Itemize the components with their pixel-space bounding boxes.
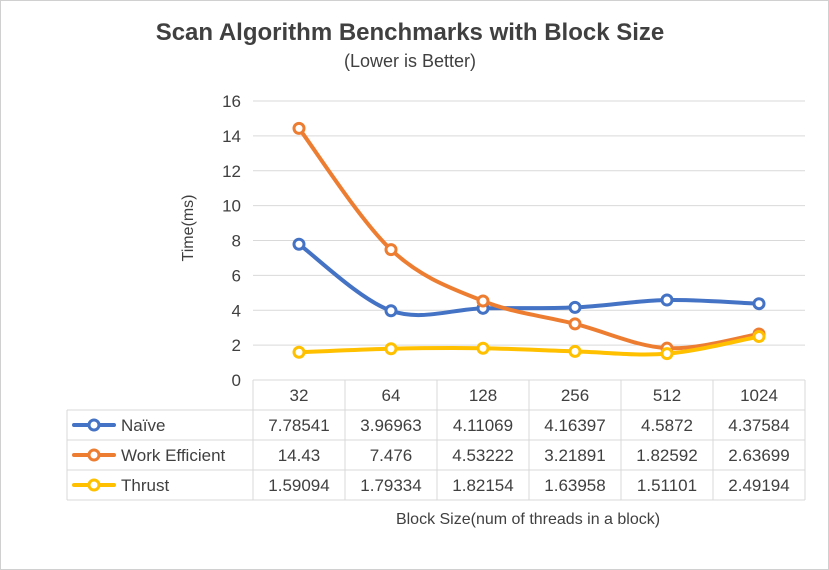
table-cell: 3.96963	[360, 416, 421, 435]
table-cell: 4.53222	[452, 446, 513, 465]
series-line	[297, 126, 761, 351]
chart-subtitle: (Lower is Better)	[344, 51, 476, 71]
data-table: 32 64 128 256 512 1024 Naïve 7.78541 3.96963 4.11…	[66, 379, 806, 501]
series-lines	[292, 121, 766, 361]
legend-label: Work Efficient	[121, 446, 226, 465]
x-tick-label: 256	[561, 386, 589, 405]
y-tick-label: 14	[222, 127, 241, 146]
table-cell: 4.37584	[728, 416, 789, 435]
data-point	[752, 330, 766, 344]
x-tick-label: 1024	[740, 386, 778, 405]
y-tick-label: 0	[232, 371, 241, 390]
data-point	[476, 341, 490, 355]
x-tick-label: 512	[653, 386, 681, 405]
y-tick-label: 8	[232, 232, 241, 251]
y-tick-label: 2	[232, 336, 241, 355]
x-axis-title: Block Size(num of threads in a block)	[396, 511, 660, 528]
y-axis-title: Time(ms)	[180, 195, 197, 262]
data-point	[752, 297, 766, 311]
legend-label: Thrust	[121, 476, 169, 495]
table-cell: 4.16397	[544, 416, 605, 435]
y-tick-label: 4	[232, 301, 241, 320]
x-tick-label: 64	[382, 386, 401, 405]
data-point	[476, 294, 490, 308]
table-cell: 1.51101	[637, 476, 697, 495]
legend-marker	[87, 448, 101, 462]
table-cell: 3.21891	[544, 446, 605, 465]
y-axis-ticks: 0 2 4 6 8 10 12 14 16	[222, 92, 241, 390]
x-tick-label: 128	[469, 386, 497, 405]
table-cell: 2.63699	[728, 446, 789, 465]
series-2	[292, 330, 766, 361]
table-cell: 14.43	[278, 446, 321, 465]
table-cell: 7.476	[370, 446, 413, 465]
data-point	[292, 345, 306, 359]
series-line	[297, 242, 761, 318]
y-tick-label: 10	[222, 197, 241, 216]
table-cell: 1.82154	[452, 476, 513, 495]
data-point	[660, 293, 674, 307]
chart-title: Scan Algorithm Benchmarks with Block Siz…	[156, 19, 665, 46]
data-point	[384, 243, 398, 257]
data-point	[384, 304, 398, 318]
table-cell: 7.78541	[268, 416, 329, 435]
table-cell: 4.5872	[641, 416, 693, 435]
legend-label: Naïve	[121, 416, 165, 435]
data-point	[384, 342, 398, 356]
data-point	[568, 300, 582, 314]
data-point	[292, 237, 306, 251]
table-cell: 1.59094	[268, 476, 329, 495]
data-point	[568, 344, 582, 358]
y-tick-label: 16	[222, 92, 241, 111]
series-1	[292, 121, 766, 355]
legend-marker	[87, 418, 101, 432]
series-line	[297, 334, 761, 357]
data-point	[292, 121, 306, 135]
series-0	[292, 237, 766, 318]
legend-marker	[87, 478, 101, 492]
table-cell: 1.82592	[636, 446, 697, 465]
table-cell: 2.49194	[728, 476, 789, 495]
table-cell: 1.79334	[360, 476, 421, 495]
x-tick-label: 32	[290, 386, 309, 405]
data-point	[660, 347, 674, 361]
table-cell: 4.11069	[453, 416, 513, 435]
table-cell: 1.63958	[544, 476, 605, 495]
y-tick-label: 12	[222, 162, 241, 181]
data-point	[568, 317, 582, 331]
y-tick-label: 6	[232, 266, 241, 285]
